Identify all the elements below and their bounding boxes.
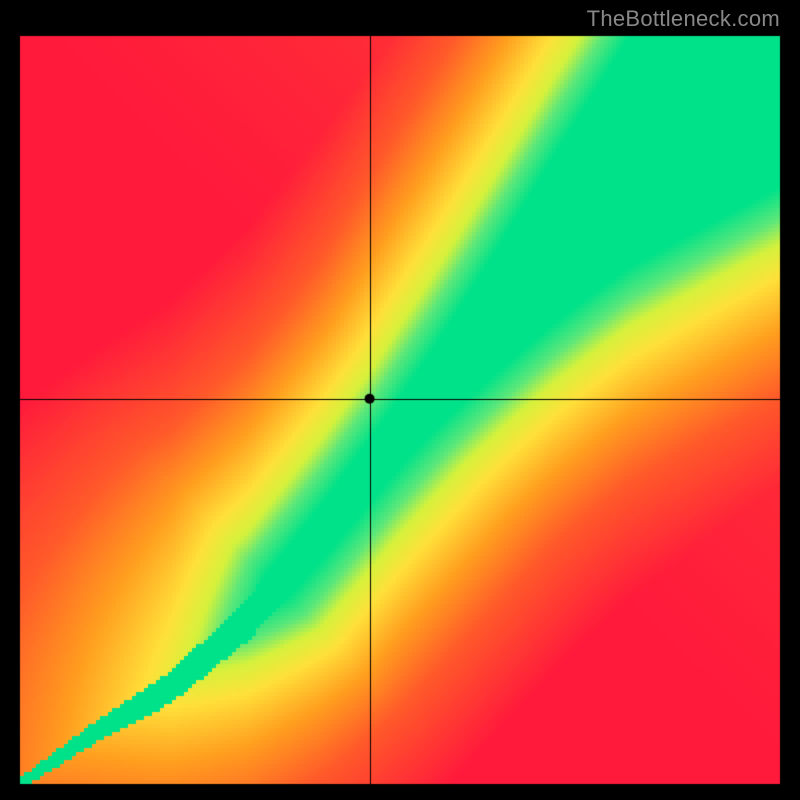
heatmap-canvas: [0, 0, 800, 800]
watermark-label: TheBottleneck.com: [587, 6, 780, 32]
chart-container: TheBottleneck.com: [0, 0, 800, 800]
